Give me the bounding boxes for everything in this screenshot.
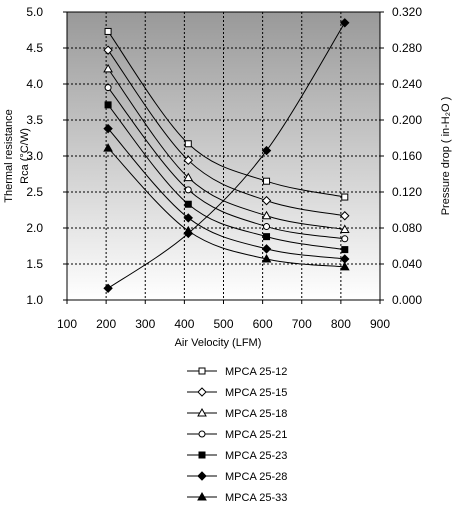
y-left-axis-label-line2: Rca (°C/W) — [19, 128, 31, 184]
y-right-tick-labels: 0.000 0.040 0.080 0.120 0.160 0.200 0.240 0.280… — [392, 5, 422, 307]
axes — [63, 11, 384, 304]
legend-label: MPCA 25-23 — [225, 450, 287, 462]
legend-label: MPCA 25-28 — [225, 471, 287, 483]
pressure-drop-point — [340, 18, 350, 28]
series-line — [107, 49, 345, 217]
legend-label: MPCA 25-33 — [225, 492, 287, 504]
data-point — [183, 213, 193, 223]
pressure-drop-line — [107, 22, 346, 289]
y-right-axis-label: Pressure drop ( in-H₂O ) — [440, 97, 452, 216]
data-point — [339, 261, 350, 271]
y-right-tick-label: 0.200 — [392, 113, 422, 127]
data-point — [183, 172, 194, 182]
x-tick-label: 500 — [213, 317, 233, 331]
x-tick-label: 800 — [331, 317, 351, 331]
data-point — [261, 210, 272, 220]
legend-label: MPCA 25-12 — [225, 366, 287, 378]
y-right-tick-label: 0.320 — [392, 5, 422, 19]
legend-marker — [198, 430, 206, 438]
y-right-tick-label: 0.120 — [392, 185, 422, 199]
data-point — [104, 27, 112, 35]
y-left-tick-label: 1.0 — [26, 293, 43, 307]
legend-marker — [197, 387, 207, 397]
x-tick-label: 200 — [96, 317, 116, 331]
x-tick-label: 100 — [57, 317, 77, 331]
data-point — [103, 123, 113, 134]
data-point — [341, 246, 349, 254]
x-axis-label: Air Velocity (LFM) — [175, 337, 262, 349]
series-line — [107, 31, 345, 198]
y-left-tick-label: 3.0 — [26, 149, 43, 163]
legend-marker — [198, 451, 206, 459]
series-line — [107, 128, 345, 260]
data-point — [339, 224, 350, 233]
x-tick-label: 300 — [135, 317, 155, 331]
legend-label: MPCA 25-21 — [225, 429, 287, 441]
data-point — [261, 244, 272, 254]
y-left-tick-label: 4.0 — [26, 77, 43, 91]
y-left-tick-label: 3.5 — [26, 113, 43, 127]
data-point — [103, 45, 113, 55]
data-point — [263, 233, 271, 241]
y-right-tick-label: 0.160 — [392, 149, 422, 163]
data-point — [341, 193, 349, 201]
legend-marker — [198, 367, 206, 375]
data-point — [103, 143, 113, 152]
y-right-tick-label: 0.080 — [392, 221, 422, 235]
pressure-drop-point — [261, 145, 272, 156]
data-point — [183, 155, 193, 166]
data-point — [261, 195, 272, 206]
series-line — [107, 68, 345, 230]
x-tick-label: 900 — [370, 317, 390, 331]
y-left-tick-labels: 1.0 1.5 2.0 2.5 3.0 3.5 4.0 4.5 5.0 — [26, 5, 43, 307]
y-right-tick-label: 0.240 — [392, 77, 422, 91]
series-lines — [107, 22, 346, 289]
pressure-drop-point — [183, 228, 193, 239]
x-tick-label: 600 — [253, 317, 273, 331]
data-point — [103, 63, 113, 73]
data-point — [263, 177, 271, 185]
series-line — [107, 104, 345, 251]
pressure-drop-point — [103, 283, 113, 294]
y-left-tick-label: 4.5 — [26, 41, 43, 55]
series-markers — [103, 18, 350, 294]
y-left-tick-label: 2.0 — [26, 221, 43, 235]
y-left-tick-label: 5.0 — [26, 5, 43, 19]
y-left-tick-label: 2.5 — [26, 185, 43, 199]
data-point — [340, 211, 350, 221]
data-point — [261, 253, 272, 263]
data-point — [184, 140, 192, 148]
y-left-axis-label-line1: Thermal resistance — [3, 109, 15, 203]
legend-label: MPCA 25-18 — [225, 408, 287, 420]
y-right-tick-label: 0.000 — [392, 293, 422, 307]
legend-label: MPCA 25-15 — [225, 387, 287, 399]
series-line — [107, 147, 345, 268]
y-right-tick-label: 0.280 — [392, 41, 422, 55]
y-right-tick-label: 0.040 — [392, 257, 422, 271]
legend-marker — [197, 491, 207, 501]
legend-marker — [197, 407, 207, 417]
x-tick-labels: 100 200 300 400 500 600 700 800 900 — [57, 317, 390, 331]
data-point — [341, 235, 349, 243]
x-tick-label: 400 — [174, 317, 194, 331]
legend: MPCA 25-12 MPCA 25-15 MPCA 25-18 MPCA 25-21… — [187, 366, 287, 504]
data-point — [263, 223, 271, 231]
data-point — [104, 84, 112, 92]
data-point — [184, 200, 192, 208]
x-tick-label: 700 — [292, 317, 312, 331]
legend-marker — [197, 471, 207, 481]
y-left-tick-label: 1.5 — [26, 257, 43, 271]
data-point — [104, 101, 112, 109]
data-point — [184, 186, 192, 194]
